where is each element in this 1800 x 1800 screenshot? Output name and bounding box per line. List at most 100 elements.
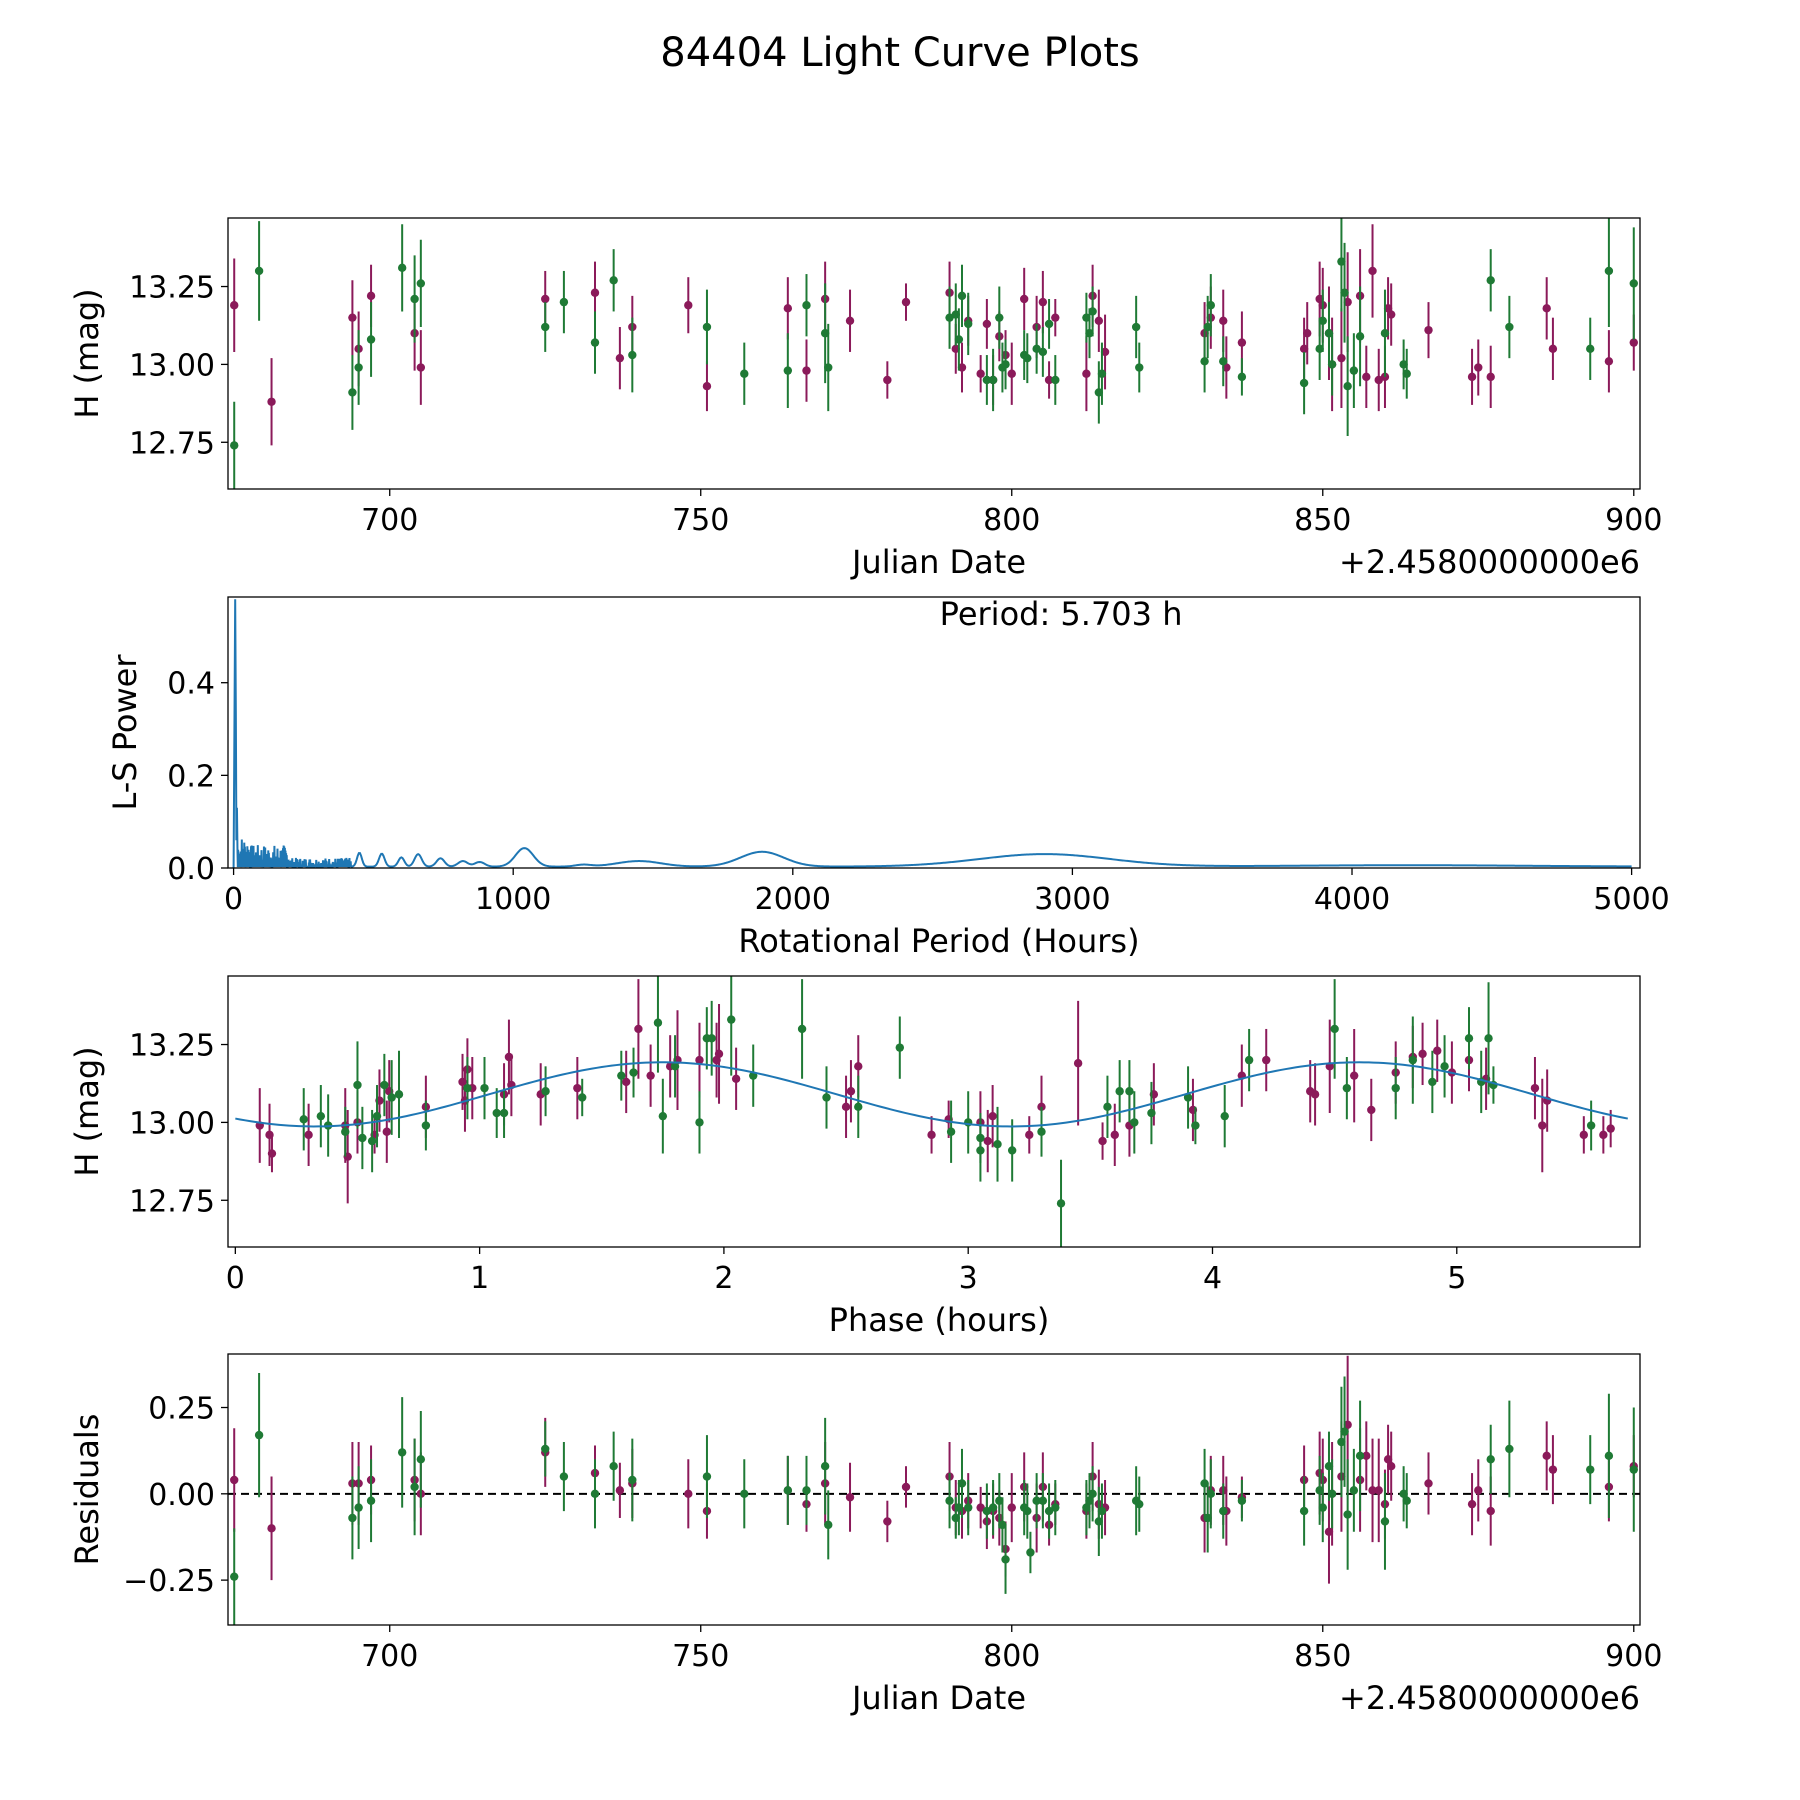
figure-title: 84404 Light Curve Plots [660,30,1139,76]
data-point [1374,1486,1383,1495]
data-point [348,1513,357,1523]
data-point [731,1074,741,1083]
x-tick-label: 1 [470,1261,489,1296]
data-point [1073,1059,1083,1068]
data-point [541,1087,550,1096]
data-point [927,1130,936,1140]
data-point [702,1472,712,1481]
data-point [1324,1527,1334,1536]
data-point [1082,313,1091,322]
data-point [628,350,637,360]
data-layer [235,976,1628,1247]
data-point [802,301,811,310]
data-point [995,1496,1004,1505]
x-tick-label: 900 [1605,503,1662,538]
data-point [1579,1130,1589,1140]
data-point [998,1520,1007,1530]
data-point [841,1102,851,1112]
y-tick-label: 13.25 [129,271,215,306]
data-point [1097,1506,1107,1516]
data-point [982,375,992,385]
data-point [541,294,550,304]
data-point [1019,294,1029,304]
data-point [945,313,954,322]
data-point [1303,329,1312,338]
data-point [802,366,811,375]
data-point [988,1111,997,1121]
data-point [945,1496,954,1505]
data-point [421,1121,431,1130]
x-tick-label: 0 [224,882,243,917]
data-point [353,1080,362,1090]
data-point [634,1024,643,1034]
data-point [1023,353,1032,363]
data-point [1038,1496,1048,1505]
data-point [983,1136,992,1146]
data-point [1327,360,1337,369]
data-point [1368,1486,1377,1495]
data-point [615,353,625,363]
x-tick-label: 2000 [755,882,831,917]
data-point [1586,344,1595,354]
data-point [1025,1130,1034,1140]
data-point [1219,357,1228,366]
data-point [658,1111,668,1121]
x-tick-label: 5000 [1593,882,1669,917]
data-point [1467,1499,1477,1509]
data-point [1001,360,1010,369]
data-point [976,1503,985,1512]
data-point [883,1517,892,1526]
data-point [702,322,712,332]
data-point [1135,363,1144,372]
data-point [1051,313,1060,322]
data-point [1604,1451,1614,1461]
y-axis-label: H (mag) [68,1046,106,1176]
data-point [590,338,600,347]
data-point [1082,369,1091,378]
x-axis-label: Julian Date [850,1679,1026,1717]
data-point [1310,1090,1320,1099]
data-point [380,1080,389,1090]
data-point [802,1486,811,1495]
data-point [951,1513,960,1523]
data-point [1340,1427,1349,1436]
data-point [1135,1499,1144,1509]
data-point [1402,1496,1411,1505]
data-point [1542,1451,1551,1461]
data-point [358,1133,367,1143]
data-point [957,291,967,301]
data-point [951,310,960,319]
data-point [609,1461,618,1471]
data-point [1032,344,1041,354]
data-point [1343,1510,1352,1519]
data-point [1299,378,1309,388]
data-point [1367,1105,1376,1115]
data-point [1110,1130,1119,1140]
data-point [1380,329,1390,338]
data-point [783,304,793,313]
data-point [394,1090,404,1099]
data-point [1219,1506,1228,1516]
data-point [670,1062,680,1071]
data-point [1147,1108,1156,1118]
data-point [1222,363,1231,372]
data-point [883,375,892,385]
data-point [354,363,363,372]
data-point [1206,301,1216,310]
series-purple [230,224,1638,446]
data-point [901,1482,911,1492]
data-point [1001,1555,1010,1564]
data-layer [232,599,1632,868]
data-point [1324,1461,1334,1471]
data-point [1327,1489,1337,1499]
data-point [982,1506,992,1516]
data-point [1374,375,1383,385]
data-point [1433,1046,1442,1055]
data-point [854,1102,863,1112]
data-point [416,1455,426,1464]
data-point [1094,316,1104,325]
data-point [1237,372,1247,382]
x-tick-label: 800 [983,503,1040,538]
data-point [1044,1506,1054,1516]
data-point [1604,266,1614,276]
